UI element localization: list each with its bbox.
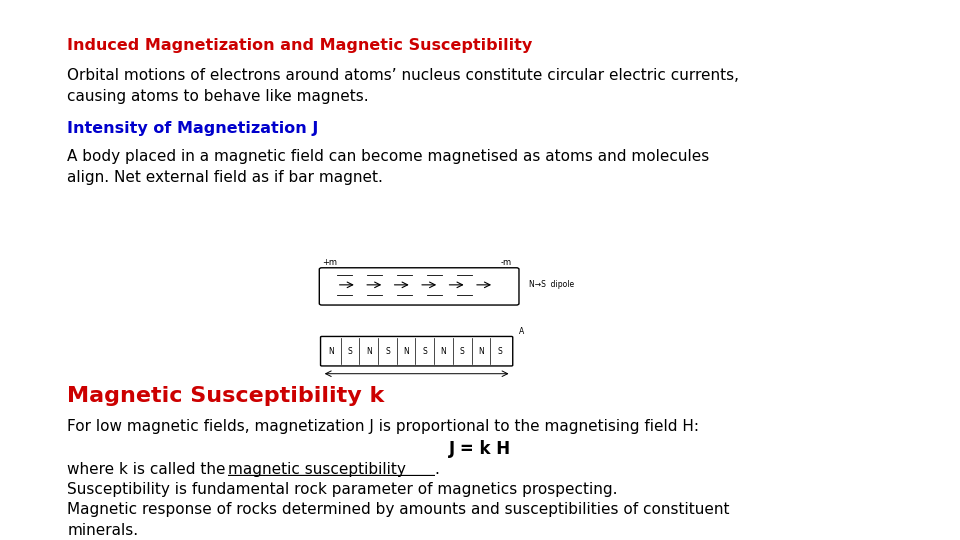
Text: magnetic susceptibility: magnetic susceptibility — [228, 462, 406, 477]
FancyBboxPatch shape — [321, 336, 513, 366]
Text: S: S — [348, 347, 352, 356]
Text: -m: -m — [501, 258, 512, 267]
Text: S: S — [497, 347, 502, 356]
Text: Orbital motions of electrons around atoms’ nucleus constitute circular electric : Orbital motions of electrons around atom… — [67, 68, 739, 83]
Text: N: N — [403, 347, 409, 356]
Text: causing atoms to behave like magnets.: causing atoms to behave like magnets. — [67, 89, 369, 104]
Text: S: S — [385, 347, 390, 356]
Text: N: N — [328, 347, 334, 356]
Text: N: N — [366, 347, 372, 356]
Text: Magnetic response of rocks determined by amounts and susceptibilities of constit: Magnetic response of rocks determined by… — [67, 502, 730, 517]
Text: Susceptibility is fundamental rock parameter of magnetics prospecting.: Susceptibility is fundamental rock param… — [67, 482, 617, 497]
Text: N: N — [441, 347, 446, 356]
Text: Intensity of Magnetization J: Intensity of Magnetization J — [67, 122, 319, 137]
Text: J = k H: J = k H — [449, 440, 511, 458]
Text: S: S — [422, 347, 427, 356]
Text: N→S  dipole: N→S dipole — [529, 280, 574, 289]
FancyBboxPatch shape — [320, 268, 519, 305]
Text: Induced Magnetization and Magnetic Susceptibility: Induced Magnetization and Magnetic Susce… — [67, 38, 533, 53]
Text: minerals.: minerals. — [67, 523, 138, 538]
Text: where k is called the: where k is called the — [67, 462, 230, 477]
Text: N: N — [478, 347, 484, 356]
Text: align. Net external field as if bar magnet.: align. Net external field as if bar magn… — [67, 170, 383, 185]
Text: A body placed in a magnetic field can become magnetised as atoms and molecules: A body placed in a magnetic field can be… — [67, 148, 709, 164]
Text: +m: +m — [322, 258, 337, 267]
Text: A: A — [518, 327, 524, 336]
Text: Magnetic Susceptibility k: Magnetic Susceptibility k — [67, 386, 384, 406]
Text: For low magnetic fields, magnetization J is proportional to the magnetising fiel: For low magnetic fields, magnetization J… — [67, 418, 699, 434]
Text: S: S — [460, 347, 465, 356]
Text: .: . — [434, 462, 439, 477]
